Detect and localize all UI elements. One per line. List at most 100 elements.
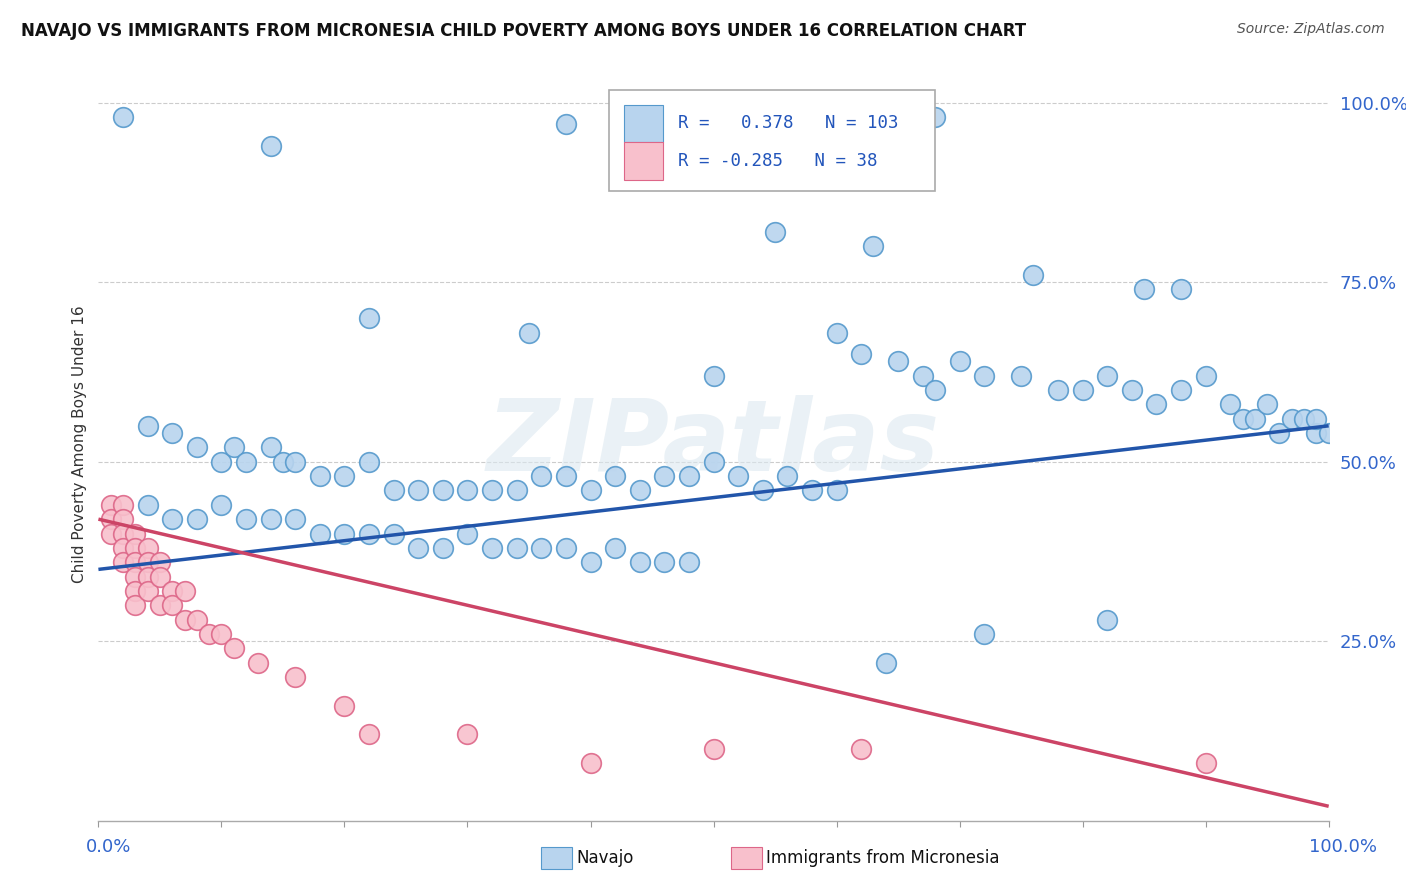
Point	[222, 641, 245, 656]
Point	[309, 469, 332, 483]
Point	[1097, 368, 1119, 383]
Y-axis label: Child Poverty Among Boys Under 16: Child Poverty Among Boys Under 16	[72, 305, 87, 582]
Text: 0.0%: 0.0%	[86, 838, 131, 855]
Point	[260, 512, 283, 526]
Text: ZIPatlas: ZIPatlas	[486, 395, 941, 492]
Point	[333, 698, 356, 713]
Point	[309, 526, 332, 541]
Point	[1010, 368, 1032, 383]
Point	[359, 526, 381, 541]
Point	[456, 526, 478, 541]
Text: Immigrants from Micronesia: Immigrants from Micronesia	[766, 849, 1000, 867]
Point	[628, 483, 651, 498]
Point	[678, 469, 700, 483]
Text: 100.0%: 100.0%	[1309, 838, 1376, 855]
Point	[235, 455, 257, 469]
Point	[579, 756, 602, 771]
Text: NAVAJO VS IMMIGRANTS FROM MICRONESIA CHILD POVERTY AMONG BOYS UNDER 16 CORRELATI: NAVAJO VS IMMIGRANTS FROM MICRONESIA CHI…	[21, 22, 1026, 40]
Point	[628, 555, 651, 569]
Point	[1317, 425, 1340, 440]
Point	[284, 670, 307, 684]
Point	[432, 483, 454, 498]
Point	[211, 498, 233, 512]
Point	[408, 483, 430, 498]
Point	[100, 526, 122, 541]
Point	[124, 555, 146, 569]
Point	[359, 727, 381, 741]
Point	[186, 613, 208, 627]
Point	[887, 354, 910, 368]
Point	[727, 469, 749, 483]
Text: Source: ZipAtlas.com: Source: ZipAtlas.com	[1237, 22, 1385, 37]
Point	[100, 498, 122, 512]
Point	[678, 555, 700, 569]
Point	[186, 441, 208, 455]
Point	[911, 368, 934, 383]
Point	[703, 368, 725, 383]
Point	[776, 469, 799, 483]
Point	[112, 110, 135, 124]
Point	[235, 512, 257, 526]
Point	[763, 225, 786, 239]
Point	[456, 727, 478, 741]
Point	[162, 583, 183, 598]
Point	[703, 455, 725, 469]
Point	[136, 498, 159, 512]
Text: R =   0.378   N = 103: R = 0.378 N = 103	[678, 114, 898, 132]
Point	[284, 512, 307, 526]
Point	[1144, 397, 1167, 411]
Point	[554, 469, 576, 483]
Text: R = -0.285   N = 38: R = -0.285 N = 38	[678, 153, 877, 170]
Point	[149, 569, 172, 583]
Point	[1071, 383, 1094, 397]
Point	[554, 117, 576, 131]
Point	[136, 569, 159, 583]
Point	[949, 354, 972, 368]
Point	[284, 455, 307, 469]
Point	[112, 541, 135, 555]
Point	[1294, 411, 1316, 425]
Point	[432, 541, 454, 555]
Point	[359, 311, 381, 326]
Point	[136, 583, 159, 598]
Point	[136, 555, 159, 569]
Point	[1305, 425, 1327, 440]
Point	[924, 383, 946, 397]
Point	[136, 541, 159, 555]
Point	[1244, 411, 1267, 425]
Point	[112, 526, 135, 541]
Point	[752, 483, 775, 498]
Point	[359, 455, 381, 469]
Point	[1281, 411, 1303, 425]
Point	[1170, 383, 1192, 397]
Point	[973, 627, 995, 641]
Point	[825, 326, 848, 340]
Point	[260, 441, 283, 455]
Point	[100, 512, 122, 526]
Point	[211, 455, 233, 469]
Point	[506, 541, 529, 555]
Point	[162, 599, 183, 613]
Point	[1195, 368, 1218, 383]
Point	[862, 239, 884, 253]
Point	[408, 541, 430, 555]
Point	[260, 139, 283, 153]
Point	[1121, 383, 1143, 397]
Point	[1232, 411, 1254, 425]
Point	[517, 326, 540, 340]
Point	[198, 627, 221, 641]
Point	[382, 526, 405, 541]
Point	[333, 526, 356, 541]
Point	[481, 541, 503, 555]
Point	[530, 469, 553, 483]
Point	[333, 469, 356, 483]
Point	[579, 555, 602, 569]
Point	[530, 541, 553, 555]
FancyBboxPatch shape	[624, 104, 664, 142]
Point	[605, 469, 627, 483]
Point	[162, 425, 183, 440]
Point	[162, 512, 183, 526]
Point	[1195, 756, 1218, 771]
Point	[136, 418, 159, 433]
Point	[703, 742, 725, 756]
